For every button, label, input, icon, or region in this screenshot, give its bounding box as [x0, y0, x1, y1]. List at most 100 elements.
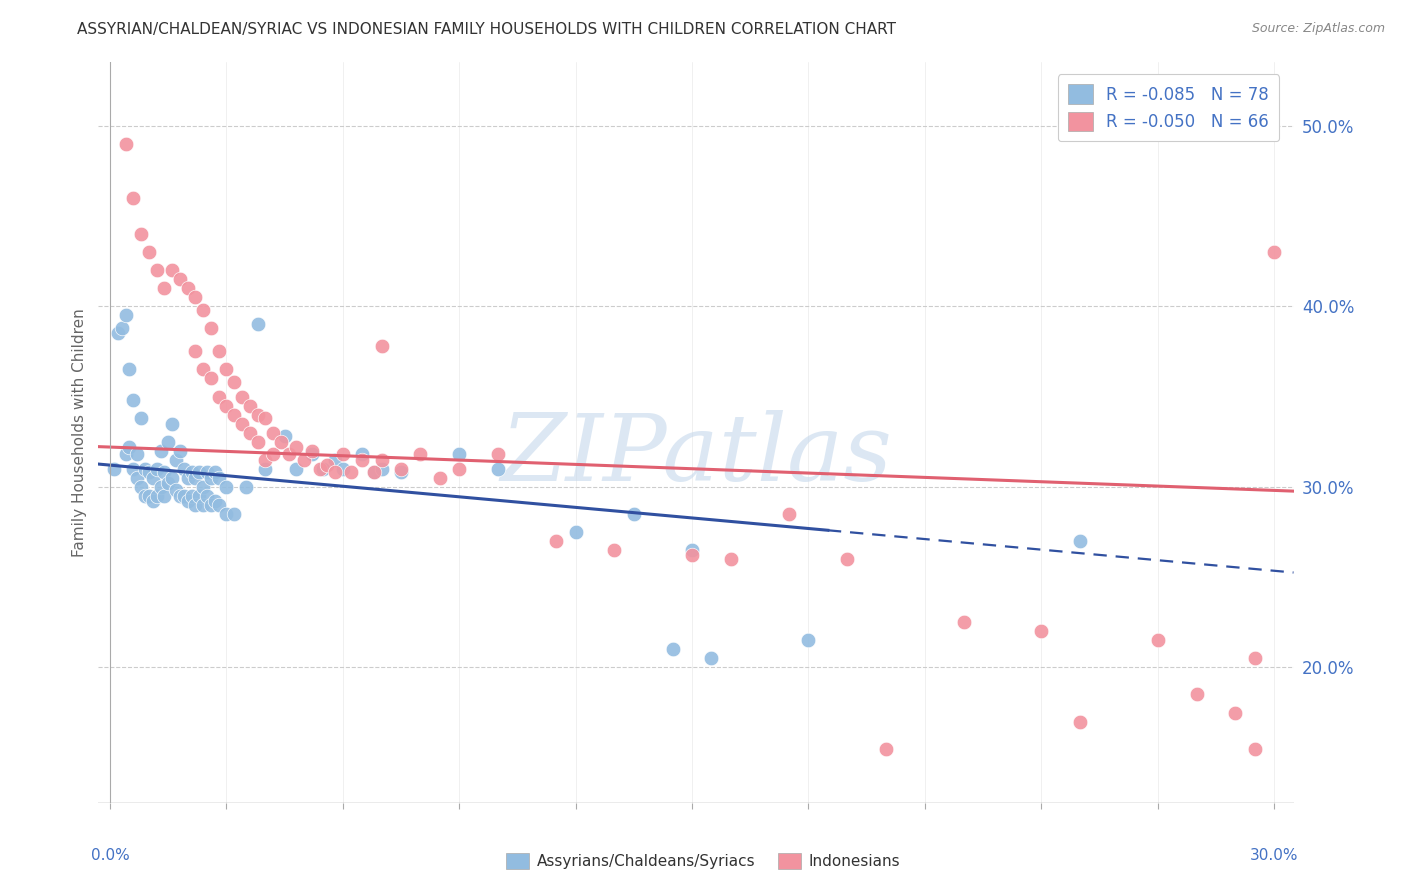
Point — [332, 447, 354, 461]
Point — [323, 466, 346, 480]
Point — [107, 326, 129, 341]
Point — [449, 461, 471, 475]
Point — [308, 461, 330, 475]
Point — [215, 362, 238, 376]
Point — [129, 480, 152, 494]
Point — [254, 452, 277, 467]
Point — [157, 434, 180, 449]
Point — [363, 466, 385, 480]
Point — [134, 489, 156, 503]
Text: 0.0%: 0.0% — [90, 848, 129, 863]
Point — [239, 425, 262, 440]
Text: Source: ZipAtlas.com: Source: ZipAtlas.com — [1251, 22, 1385, 36]
Point — [103, 461, 125, 475]
Point — [122, 191, 145, 205]
Point — [145, 489, 167, 503]
Point — [134, 461, 156, 475]
Point — [224, 507, 246, 521]
Point — [231, 390, 253, 404]
Point — [952, 615, 974, 630]
Point — [409, 447, 432, 461]
Point — [429, 471, 451, 485]
Point — [160, 263, 183, 277]
Y-axis label: Family Households with Children: Family Households with Children — [72, 309, 87, 557]
Point — [215, 507, 238, 521]
Point — [127, 471, 149, 485]
Point — [173, 461, 195, 475]
Point — [449, 447, 471, 461]
Point — [149, 480, 172, 494]
Point — [153, 466, 176, 480]
Point — [195, 489, 218, 503]
Point — [200, 321, 222, 335]
Point — [169, 489, 191, 503]
Point — [370, 452, 392, 467]
Point — [129, 227, 152, 241]
Point — [208, 471, 231, 485]
Point — [173, 489, 195, 503]
Point — [564, 524, 586, 539]
Point — [231, 417, 253, 431]
Point — [1069, 533, 1091, 548]
Point — [681, 543, 703, 558]
Point — [145, 461, 167, 475]
Point — [208, 390, 231, 404]
Point — [176, 494, 198, 508]
Point — [1146, 633, 1168, 648]
Text: ASSYRIAN/CHALDEAN/SYRIAC VS INDONESIAN FAMILY HOUSEHOLDS WITH CHILDREN CORRELATI: ASSYRIAN/CHALDEAN/SYRIAC VS INDONESIAN F… — [77, 22, 897, 37]
Point — [301, 447, 323, 461]
Point — [188, 489, 211, 503]
Point — [254, 461, 277, 475]
Point — [1225, 706, 1247, 720]
Point — [193, 480, 215, 494]
Point — [546, 533, 568, 548]
Point — [837, 552, 859, 566]
Point — [127, 447, 149, 461]
Point — [208, 344, 231, 359]
Text: 30.0%: 30.0% — [1250, 848, 1298, 863]
Point — [193, 302, 215, 317]
Point — [138, 466, 160, 480]
Point — [1243, 651, 1265, 665]
Point — [1185, 688, 1208, 702]
Point — [153, 489, 176, 503]
Point — [301, 443, 323, 458]
Point — [270, 434, 292, 449]
Point — [169, 443, 191, 458]
Point — [118, 440, 141, 454]
Point — [118, 362, 141, 376]
Point — [114, 447, 136, 461]
Point — [153, 281, 176, 295]
Legend: Assyrians/Chaldeans/Syriacs, Indonesians: Assyrians/Chaldeans/Syriacs, Indonesians — [499, 847, 907, 875]
Point — [165, 452, 187, 467]
Point — [157, 476, 180, 491]
Point — [235, 480, 257, 494]
Point — [623, 507, 645, 521]
Point — [204, 494, 226, 508]
Point — [122, 461, 145, 475]
Point — [142, 471, 165, 485]
Point — [169, 272, 191, 286]
Point — [370, 461, 392, 475]
Point — [204, 466, 226, 480]
Point — [681, 549, 703, 563]
Point — [486, 447, 509, 461]
Point — [165, 483, 187, 498]
Point — [129, 411, 152, 425]
Point — [285, 440, 308, 454]
Point — [195, 466, 218, 480]
Point — [1069, 714, 1091, 729]
Point — [262, 425, 284, 440]
Point — [145, 263, 167, 277]
Point — [188, 466, 211, 480]
Point — [316, 458, 339, 472]
Point — [277, 447, 299, 461]
Point — [254, 411, 277, 425]
Point — [224, 408, 246, 422]
Point — [160, 417, 183, 431]
Point — [285, 461, 308, 475]
Point — [370, 339, 392, 353]
Legend: R = -0.085   N = 78, R = -0.050   N = 66: R = -0.085 N = 78, R = -0.050 N = 66 — [1059, 74, 1279, 141]
Point — [246, 318, 269, 332]
Point — [603, 543, 626, 558]
